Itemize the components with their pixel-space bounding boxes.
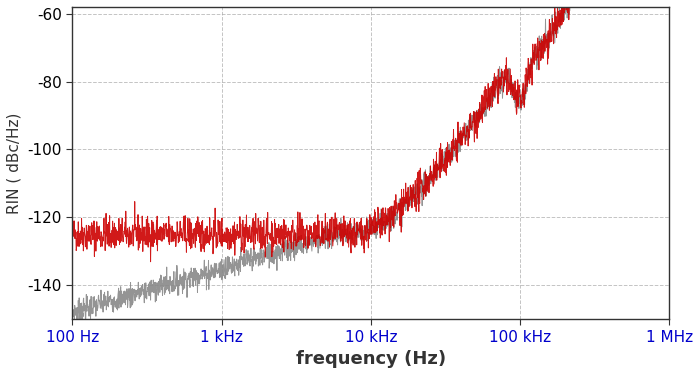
Y-axis label: RIN ( dBc/Hz): RIN ( dBc/Hz) <box>7 112 22 214</box>
X-axis label: frequency (Hz): frequency (Hz) <box>296 350 446 368</box>
